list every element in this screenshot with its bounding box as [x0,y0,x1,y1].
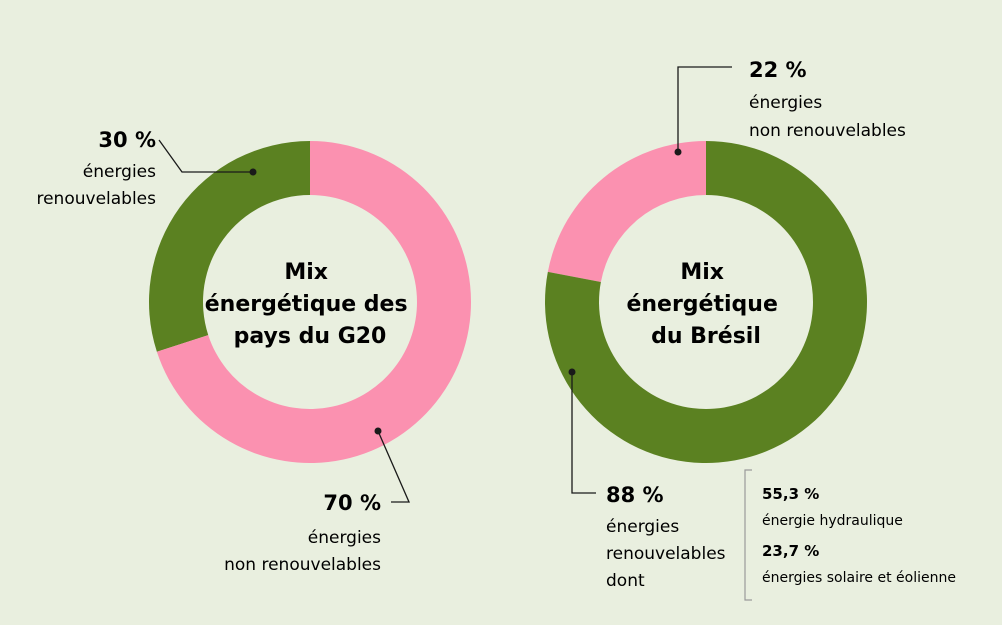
slice-label: dont [606,571,645,591]
donut-bresil-slice-non-renewable [547,141,706,282]
leader-dot [674,148,682,156]
leader-line [571,372,596,494]
donut-bresil-slice-renewable [545,141,867,464]
breakdown-label: énergies solaire et éolienne [762,570,956,586]
slice-label: énergies [749,93,822,113]
slice-label: non renouvelables [749,121,906,141]
breakdown-item-hydro: 55,3 % énergie hydraulique [762,485,903,529]
donut-g20-title: Mix énergétique des pays du G20 [205,260,416,349]
donut-bresil-title-line: Mix [680,260,724,285]
leader-line [377,430,410,503]
callout-g20-renewable: 30 % énergies renouvelables [36,128,257,209]
leader-line [677,66,732,152]
donut-g20-slice-renewable [148,140,310,352]
donut-g20-slice-non-renewable [156,141,472,463]
breakdown-label: énergie hydraulique [762,513,903,529]
leader-dot [249,168,257,176]
slice-label: non renouvelables [224,555,381,575]
donut-bresil: Mix énergétique du Brésil 22 % énergies … [545,58,956,601]
callout-bresil-non-renewable: 22 % énergies non renouvelables [674,58,906,156]
donut-g20: Mix énergétique des pays du G20 30 % éne… [36,128,472,575]
pct-label: 70 % [323,491,381,515]
callout-g20-non-renewable: 70 % énergies non renouvelables [224,427,410,575]
pct-label: 30 % [98,128,156,152]
leader-line [158,139,253,173]
slice-label: renouvelables [606,544,726,564]
slice-label: renouvelables [36,189,156,209]
breakdown-pct: 23,7 % [762,542,819,560]
donut-g20-title-line: pays du G20 [234,324,387,349]
breakdown-pct: 55,3 % [762,485,819,503]
donut-g20-title-line: Mix [284,260,328,285]
breakdown-item-solar-wind: 23,7 % énergies solaire et éolienne [762,542,956,586]
slice-label: énergies [83,162,156,182]
leader-dot [374,427,382,435]
donut-bresil-title-line: énergétique [626,292,777,317]
callout-bresil-renewable: 88 % énergies renouvelables dont 55,3 % … [568,368,956,601]
breakdown-bracket [744,469,752,601]
donut-g20-title-line: énergétique des [205,292,408,317]
donut-bresil-title-line: du Brésil [651,324,761,349]
leader-dot [568,368,576,376]
donut-bresil-title: Mix énergétique du Brésil [626,260,785,349]
slice-label: énergies [606,517,679,537]
pct-label: 88 % [606,483,664,507]
pct-label: 22 % [749,58,807,82]
slice-label: énergies [308,528,381,548]
